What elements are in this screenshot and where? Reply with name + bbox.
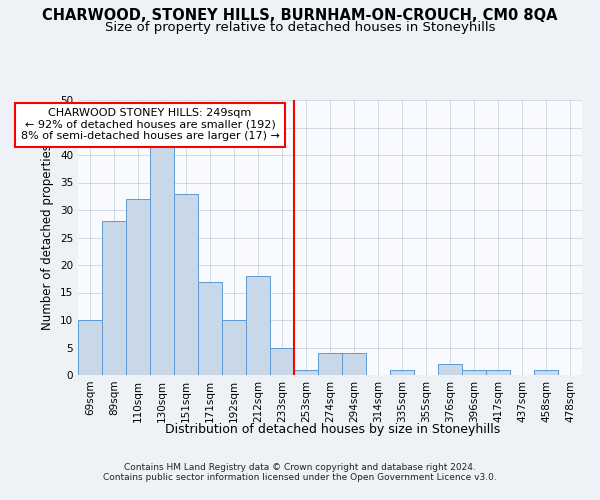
Text: Contains HM Land Registry data © Crown copyright and database right 2024.
Contai: Contains HM Land Registry data © Crown c… bbox=[103, 462, 497, 482]
Bar bbox=[270, 348, 294, 375]
Bar bbox=[342, 353, 366, 375]
Bar bbox=[294, 370, 318, 375]
Bar bbox=[462, 370, 486, 375]
Bar bbox=[198, 282, 222, 375]
Bar bbox=[486, 370, 510, 375]
Text: Distribution of detached houses by size in Stoneyhills: Distribution of detached houses by size … bbox=[166, 422, 500, 436]
Bar bbox=[222, 320, 246, 375]
Y-axis label: Number of detached properties: Number of detached properties bbox=[41, 144, 55, 330]
Text: Size of property relative to detached houses in Stoneyhills: Size of property relative to detached ho… bbox=[105, 21, 495, 34]
Bar bbox=[78, 320, 102, 375]
Bar bbox=[246, 276, 270, 375]
Bar bbox=[534, 370, 558, 375]
Bar bbox=[102, 221, 126, 375]
Bar bbox=[438, 364, 462, 375]
Bar bbox=[318, 353, 342, 375]
Text: CHARWOOD, STONEY HILLS, BURNHAM-ON-CROUCH, CM0 8QA: CHARWOOD, STONEY HILLS, BURNHAM-ON-CROUC… bbox=[42, 8, 558, 22]
Text: CHARWOOD STONEY HILLS: 249sqm
← 92% of detached houses are smaller (192)
8% of s: CHARWOOD STONEY HILLS: 249sqm ← 92% of d… bbox=[20, 108, 280, 142]
Bar bbox=[150, 144, 174, 375]
Bar bbox=[174, 194, 198, 375]
Bar bbox=[390, 370, 414, 375]
Bar bbox=[126, 199, 150, 375]
